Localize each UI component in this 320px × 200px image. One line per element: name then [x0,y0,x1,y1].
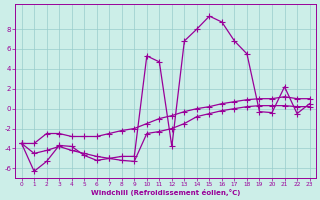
X-axis label: Windchill (Refroidissement éolien,°C): Windchill (Refroidissement éolien,°C) [91,189,240,196]
